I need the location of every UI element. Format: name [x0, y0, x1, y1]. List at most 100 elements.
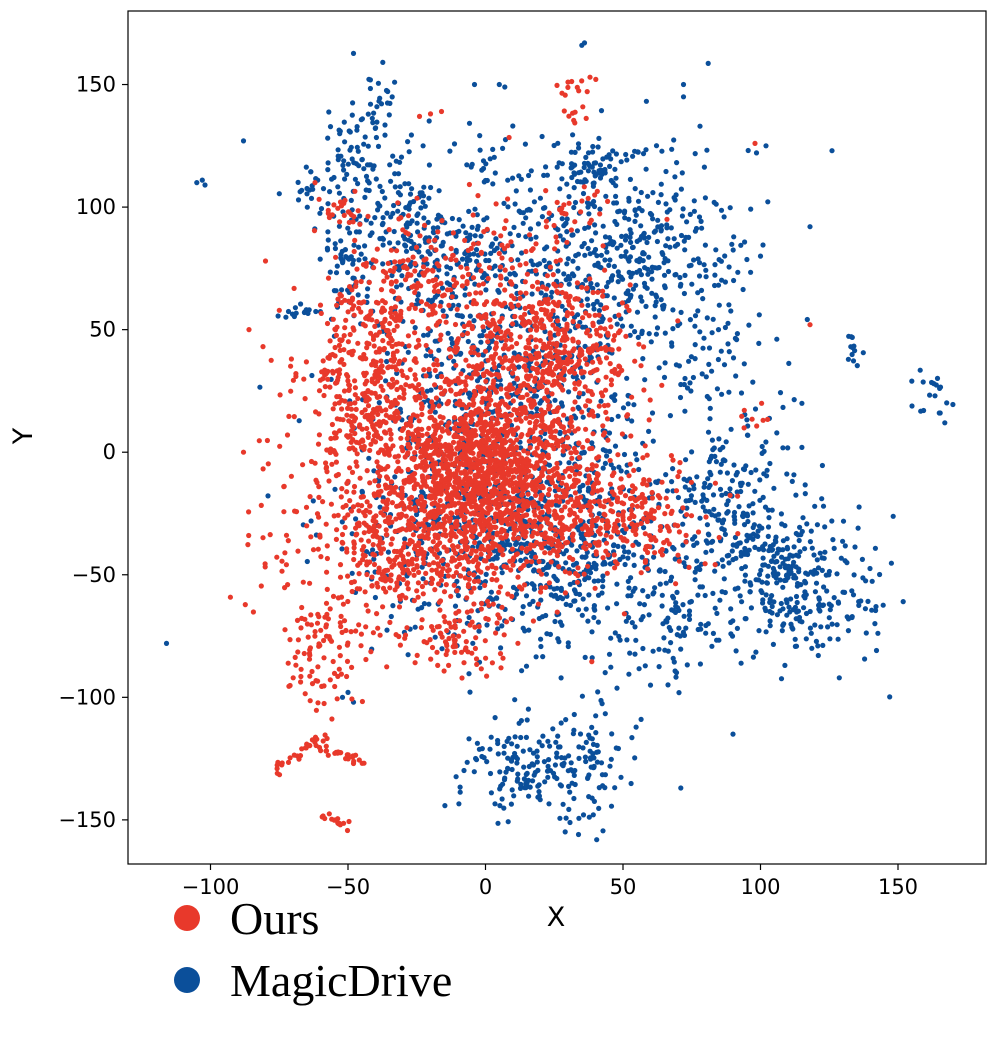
- point-magicdrive: [305, 310, 311, 316]
- point-ours: [554, 363, 560, 369]
- point-magicdrive: [394, 370, 400, 376]
- point-ours: [546, 340, 553, 346]
- point-magicdrive: [535, 221, 542, 227]
- point-magicdrive: [590, 301, 597, 308]
- point-ours: [529, 404, 535, 410]
- point-magicdrive: [667, 207, 673, 213]
- point-magicdrive: [598, 252, 605, 258]
- point-magicdrive: [432, 634, 438, 640]
- point-magicdrive: [575, 251, 582, 257]
- point-magicdrive: [357, 213, 363, 219]
- point-magicdrive: [511, 350, 517, 356]
- point-magicdrive: [667, 413, 674, 419]
- point-magicdrive: [566, 783, 572, 790]
- point-ours: [538, 523, 544, 529]
- point-magicdrive: [505, 204, 511, 210]
- point-magicdrive: [332, 486, 338, 492]
- point-magicdrive: [515, 776, 521, 782]
- point-magicdrive: [488, 790, 494, 796]
- point-magicdrive: [377, 236, 383, 242]
- point-magicdrive: [684, 219, 690, 225]
- point-ours: [510, 474, 517, 480]
- point-magicdrive: [611, 240, 617, 246]
- point-magicdrive: [807, 625, 814, 631]
- point-magicdrive: [628, 230, 634, 236]
- point-magicdrive: [345, 225, 351, 231]
- point-magicdrive: [571, 204, 577, 211]
- point-ours: [418, 401, 424, 407]
- point-magicdrive: [575, 141, 582, 147]
- point-magicdrive: [613, 183, 619, 189]
- point-magicdrive: [621, 210, 628, 216]
- point-magicdrive: [622, 215, 628, 221]
- point-magicdrive: [665, 682, 671, 688]
- point-magicdrive: [555, 322, 562, 328]
- point-magicdrive: [495, 740, 501, 747]
- point-magicdrive: [325, 167, 331, 173]
- point-magicdrive: [590, 812, 596, 818]
- point-magicdrive: [512, 201, 518, 207]
- point-ours: [509, 370, 516, 376]
- point-magicdrive: [317, 210, 323, 216]
- point-magicdrive: [846, 333, 852, 339]
- point-magicdrive: [740, 466, 747, 472]
- point-magicdrive: [779, 628, 785, 634]
- point-magicdrive: [782, 577, 788, 584]
- point-magicdrive: [677, 274, 683, 281]
- point-magicdrive: [721, 362, 728, 368]
- point-magicdrive: [745, 481, 751, 487]
- point-ours: [533, 523, 539, 529]
- point-ours: [548, 345, 554, 351]
- point-magicdrive: [298, 301, 304, 307]
- point-magicdrive: [608, 803, 615, 809]
- point-ours: [579, 368, 585, 374]
- point-magicdrive: [726, 302, 732, 308]
- point-ours: [605, 402, 611, 408]
- point-magicdrive: [618, 242, 624, 248]
- point-magicdrive: [610, 395, 616, 401]
- point-magicdrive: [809, 545, 815, 551]
- point-magicdrive: [436, 347, 442, 353]
- point-magicdrive: [520, 748, 526, 754]
- point-magicdrive: [718, 348, 724, 354]
- point-magicdrive: [696, 273, 703, 279]
- point-ours: [584, 438, 591, 444]
- point-magicdrive: [628, 239, 634, 245]
- point-magicdrive: [748, 582, 754, 588]
- point-ours: [488, 397, 494, 403]
- point-ours: [503, 532, 510, 538]
- point-magicdrive: [444, 231, 450, 237]
- point-magicdrive: [511, 224, 517, 230]
- point-magicdrive: [640, 588, 646, 594]
- point-magicdrive: [582, 343, 588, 349]
- point-ours: [440, 455, 447, 461]
- point-magicdrive: [574, 228, 581, 234]
- point-magicdrive: [715, 327, 722, 333]
- point-magicdrive: [572, 149, 578, 155]
- point-magicdrive: [664, 488, 671, 494]
- point-magicdrive: [723, 490, 729, 497]
- point-magicdrive: [596, 511, 602, 517]
- point-magicdrive: [614, 601, 620, 607]
- point-magicdrive: [686, 608, 693, 614]
- point-magicdrive: [512, 272, 519, 278]
- point-magicdrive: [536, 789, 542, 795]
- point-magicdrive: [738, 390, 745, 396]
- point-magicdrive: [657, 224, 663, 230]
- point-magicdrive: [763, 607, 769, 614]
- point-ours: [554, 460, 560, 467]
- point-magicdrive: [900, 599, 906, 605]
- point-magicdrive: [672, 272, 678, 278]
- point-magicdrive: [791, 472, 797, 478]
- point-magicdrive: [804, 316, 810, 323]
- point-magicdrive: [792, 643, 799, 650]
- point-magicdrive: [555, 636, 561, 642]
- point-magicdrive: [329, 176, 335, 182]
- point-magicdrive: [393, 158, 399, 164]
- point-magicdrive: [684, 505, 690, 511]
- point-magicdrive: [691, 198, 697, 204]
- point-magicdrive: [629, 418, 635, 424]
- point-ours: [534, 445, 540, 451]
- point-magicdrive: [651, 590, 657, 596]
